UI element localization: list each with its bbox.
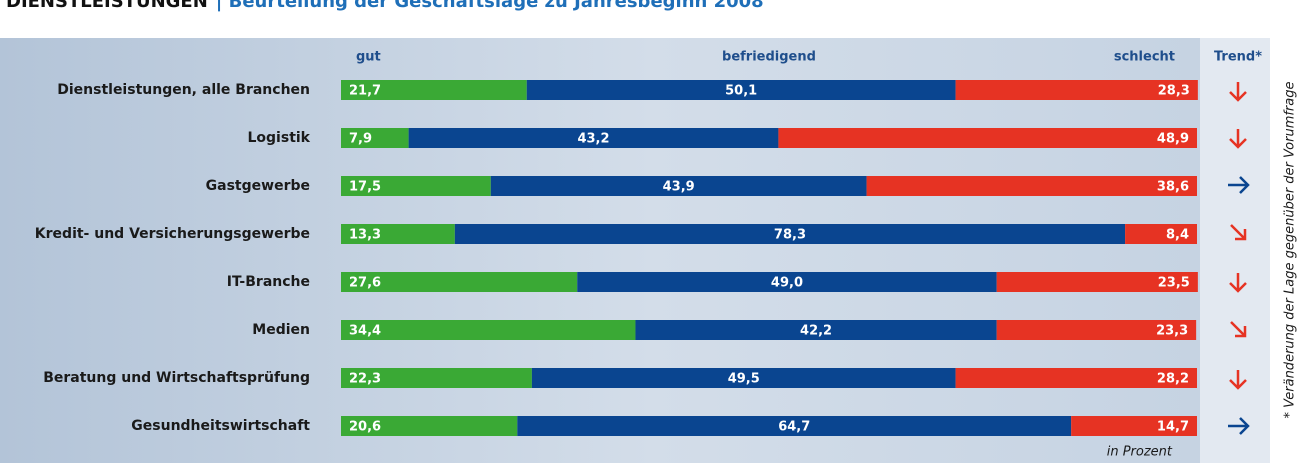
bar-segment <box>517 416 1072 436</box>
bar-segment <box>341 416 518 436</box>
trend-arrow <box>1228 417 1250 435</box>
bar-segment <box>1125 224 1197 244</box>
category-label: Kredit- und Versicherungsgewerbe <box>35 226 310 242</box>
trend-arrow <box>1228 176 1250 194</box>
value-label: 23,5 <box>1158 276 1190 291</box>
bar-segment <box>577 272 997 292</box>
bar-segment <box>341 320 636 340</box>
value-label: 14,7 <box>1157 420 1189 435</box>
value-label: 43,9 <box>663 180 695 195</box>
category-label: Medien <box>252 322 310 338</box>
bar-segment <box>635 320 997 340</box>
value-label: 28,3 <box>1158 84 1190 99</box>
value-label: 22,3 <box>349 372 381 387</box>
trend-arrow <box>1230 224 1247 241</box>
title: DIENSTLEISTUNGEN <box>6 0 208 12</box>
legend-label: befriedigend <box>722 50 816 65</box>
bar-segment <box>996 320 1197 340</box>
unit-note: in Prozent <box>1107 445 1173 460</box>
value-label: 78,3 <box>774 228 806 243</box>
bar-segment <box>454 224 1126 244</box>
trend-arrow <box>1230 321 1247 338</box>
chart-title: DIENSTLEISTUNGEN | Beurteilung der Geschä… <box>6 0 764 12</box>
legend-label: schlecht <box>1114 50 1175 65</box>
trend-arrow <box>1229 82 1247 102</box>
bar-segment <box>408 128 779 148</box>
subtitle: | Beurteilung der Geschäftslage zu Jahre… <box>216 0 764 12</box>
value-label: 49,0 <box>771 276 803 291</box>
value-label: 38,6 <box>1157 180 1189 195</box>
trend-header: Trend* <box>1214 50 1262 65</box>
bar-segment <box>341 176 491 196</box>
value-label: 21,7 <box>349 84 381 99</box>
note-column <box>1270 38 1305 463</box>
value-label: 23,3 <box>1156 324 1188 339</box>
trend-arrow <box>1229 370 1247 390</box>
trend-arrows <box>1228 82 1250 435</box>
value-label: 8,4 <box>1166 228 1189 243</box>
bar-segment <box>341 272 578 292</box>
bar-segment <box>955 368 1197 388</box>
value-label: 43,2 <box>577 132 609 147</box>
trend-arrow <box>1229 129 1247 149</box>
bar-segment <box>1071 416 1197 436</box>
category-label: Gesundheitswirtschaft <box>131 418 310 434</box>
bar-segment <box>341 224 455 244</box>
value-label: 50,1 <box>725 84 757 99</box>
value-label: 48,9 <box>1157 132 1189 147</box>
category-label: Gastgewerbe <box>206 178 310 194</box>
bar-segment <box>866 176 1197 196</box>
legend-label: gut <box>356 50 381 65</box>
trend-column <box>1200 38 1270 463</box>
bar-segment <box>778 128 1197 148</box>
bar-segment <box>490 176 867 196</box>
value-label: 49,5 <box>728 372 760 387</box>
category-label: Dienstleistungen, alle Branchen <box>57 82 310 98</box>
bar-segment <box>531 368 956 388</box>
value-label: 20,6 <box>349 420 381 435</box>
bar-segment <box>341 368 532 388</box>
value-label: 64,7 <box>778 420 810 435</box>
panel <box>0 38 1305 463</box>
footnote: * Veränderung der Lage gegenüber der Vor… <box>1283 82 1298 419</box>
category-label: Logistik <box>248 130 311 146</box>
category-label: IT-Branche <box>227 274 310 290</box>
value-label: 7,9 <box>349 132 372 147</box>
value-label: 28,2 <box>1157 372 1189 387</box>
value-label: 34,4 <box>349 324 381 339</box>
bar-segment <box>955 80 1198 100</box>
value-label: 42,2 <box>800 324 832 339</box>
bar-segment <box>341 80 527 100</box>
bar-segment <box>341 128 409 148</box>
value-label: 13,3 <box>349 228 381 243</box>
trend-arrow <box>1229 273 1247 293</box>
bar-segment <box>526 80 956 100</box>
category-label: Beratung und Wirtschaftsprüfung <box>43 370 310 386</box>
value-label: 17,5 <box>349 180 381 195</box>
value-label: 27,6 <box>349 276 381 291</box>
bar-segment <box>996 272 1198 292</box>
